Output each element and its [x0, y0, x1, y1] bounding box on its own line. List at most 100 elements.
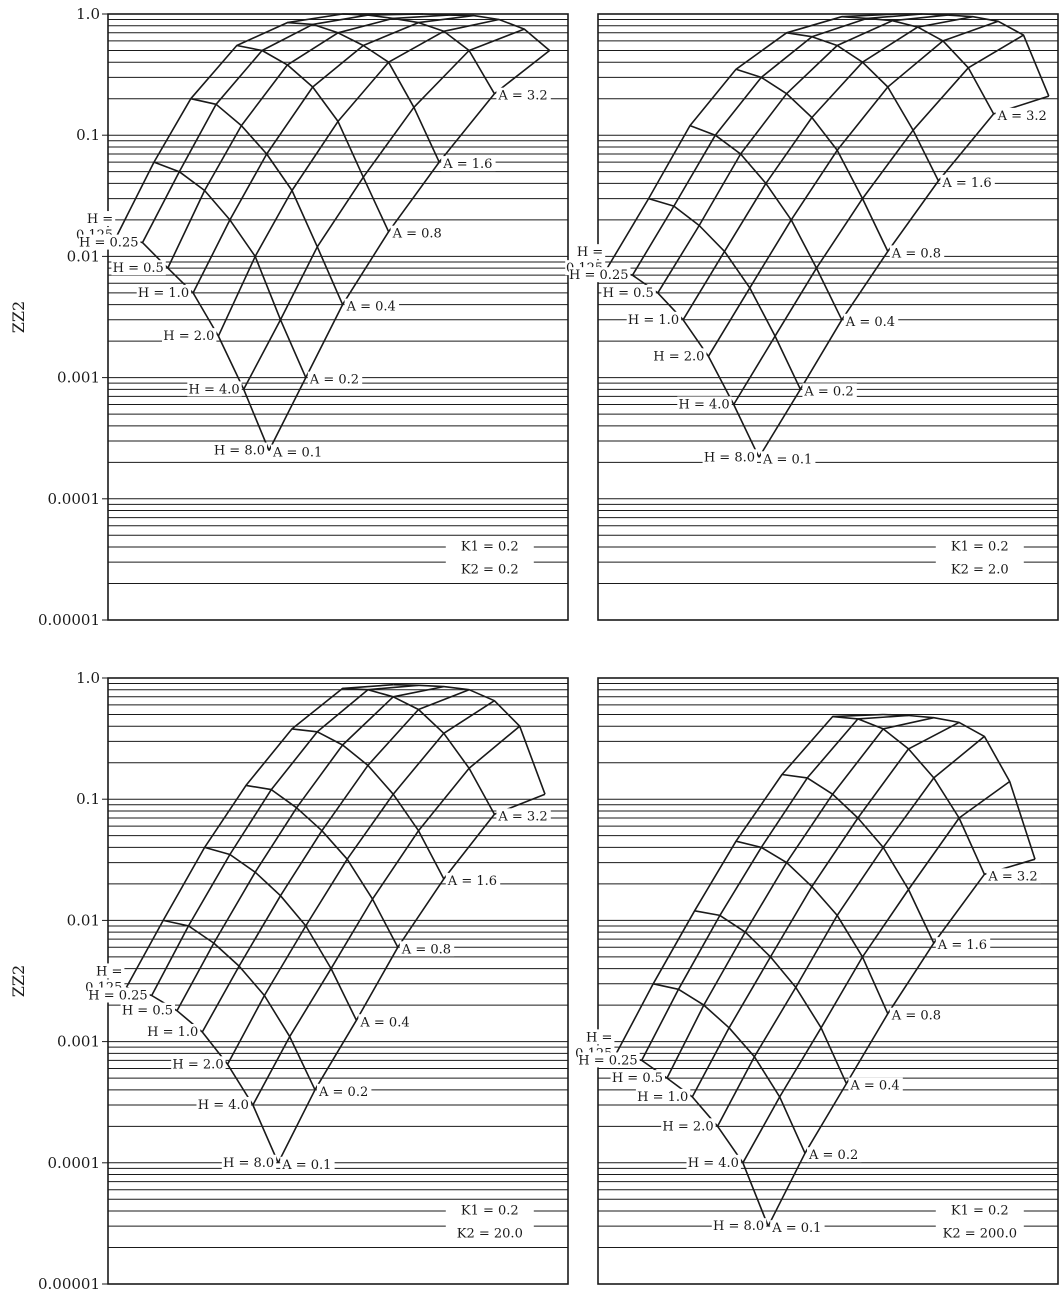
label-bg	[652, 348, 707, 364]
a-curve	[841, 15, 995, 115]
h-curve-label: H =	[586, 1030, 612, 1045]
h-curve-label: H = 0.5	[122, 1004, 173, 1019]
label-bg	[661, 1118, 716, 1134]
a-curve	[116, 234, 270, 451]
h-curve	[767, 858, 1036, 1227]
label-bg	[390, 225, 445, 241]
label-bg	[568, 267, 631, 283]
h-curve-label: H = 8.0	[214, 444, 265, 459]
y-tick-label: 0.01	[67, 247, 100, 265]
parameter-label: K2 = 20.0	[457, 1226, 523, 1241]
label-bg	[935, 538, 1024, 554]
a-curve-label: A = 0.8	[392, 227, 442, 242]
label-bg	[445, 1225, 534, 1241]
h-curve	[116, 13, 398, 236]
h-curve-label: H = 1.0	[628, 313, 679, 328]
label-bg	[89, 211, 116, 227]
y-tick-label: 0.1	[76, 126, 100, 144]
grid-lines	[108, 19, 568, 585]
label-bg	[807, 1147, 862, 1163]
label-bg	[317, 1083, 372, 1099]
label-bg	[212, 442, 267, 458]
curve-labels: H =0.125H = 0.25H = 0.5H = 1.0H = 2.0H =…	[84, 808, 551, 1173]
h-curve-label: H = 1.0	[147, 1025, 198, 1040]
h-curve-label: H =	[87, 212, 113, 227]
a-curve	[397, 13, 551, 52]
a-curve-label: A = 3.2	[497, 809, 547, 824]
a-curve-label: A = 1.6	[447, 874, 497, 889]
a-curve-label: A = 0.2	[318, 1085, 368, 1100]
y-tick-label: 0.00001	[38, 1275, 100, 1293]
h-curve	[150, 684, 419, 996]
a-curve	[204, 846, 358, 1021]
h-curve-label: H = 0.25	[88, 989, 147, 1004]
label-bg	[399, 941, 455, 957]
h-curve	[666, 716, 934, 1079]
y-tick-label: 1.0	[76, 5, 100, 23]
y-tick-label: 0.1	[76, 790, 100, 808]
a-curve-label: A = 3.2	[497, 89, 547, 104]
label-bg	[588, 1029, 615, 1045]
h-curve-label: H = 0.25	[79, 236, 138, 251]
a-curve	[832, 715, 986, 875]
h-curve-label: H = 4.0	[679, 397, 730, 412]
a-curve-label: A = 1.6	[442, 157, 492, 172]
label-bg	[770, 1220, 825, 1236]
y-tick-label: 0.00001	[38, 611, 100, 629]
h-curve-label: H = 8.0	[713, 1219, 764, 1234]
label-bg	[935, 1202, 1024, 1218]
h-curve-label: H = 1.0	[637, 1090, 688, 1105]
a-curve-label: A = 0.2	[309, 373, 359, 388]
label-bg	[221, 1154, 277, 1170]
a-curve	[735, 68, 889, 252]
parameter-label: K2 = 200.0	[943, 1226, 1017, 1241]
label-bg	[601, 284, 656, 300]
h-curve-label: H = 2.0	[662, 1119, 713, 1134]
a-curve-label: A = 0.4	[845, 315, 895, 330]
curve-labels: H =0.125H = 0.25H = 0.5H = 1.0H = 2.0H =…	[574, 868, 1041, 1236]
y-tick-label: 0.001	[57, 369, 100, 387]
h-curve	[252, 725, 521, 1106]
y-axis-title: ZZ2	[9, 965, 28, 997]
h-curve	[758, 95, 1050, 458]
a-curve-label: A = 0.1	[771, 1221, 821, 1236]
a-curve	[689, 124, 843, 321]
parameter-label: K1 = 0.2	[951, 539, 1009, 554]
a-curve-label: A = 0.8	[891, 246, 941, 261]
label-bg	[445, 538, 534, 554]
label-bg	[136, 284, 192, 300]
a-curve-label: A = 0.4	[346, 300, 396, 315]
a-curve-label: A = 1.6	[941, 176, 991, 191]
a-curve-label: A = 0.1	[762, 452, 812, 467]
h-curve-label: H = 2.0	[163, 329, 214, 344]
label-bg	[445, 1202, 534, 1218]
h-curve	[268, 49, 551, 451]
label-bg	[111, 260, 166, 276]
label-bg	[935, 937, 991, 953]
y-tick-label: 0.0001	[48, 1154, 101, 1172]
a-curve	[245, 784, 399, 948]
a-curve-label: A = 0.1	[281, 1158, 331, 1173]
curve-grid	[606, 13, 1050, 458]
label-bg	[843, 313, 899, 329]
label-bg	[307, 371, 363, 387]
label-bg	[171, 1056, 226, 1072]
plot-frame	[597, 677, 1059, 1285]
curve-labels: H =0.125H = 0.25H = 0.5H = 1.0H = 2.0H =…	[75, 87, 551, 461]
h-curve-label: H = 4.0	[189, 382, 240, 397]
parameter-label: K1 = 0.2	[951, 1203, 1009, 1218]
label-bg	[120, 1002, 175, 1018]
a-curve	[393, 683, 546, 795]
a-curve	[883, 713, 1036, 860]
y-tick-label: 0.0001	[48, 490, 101, 508]
a-curve	[653, 983, 806, 1154]
curve-grid	[615, 713, 1036, 1227]
h-curve-label: H = 2.0	[653, 349, 704, 364]
parameter-label: K1 = 0.2	[461, 1203, 519, 1218]
a-curve-label: A = 1.6	[937, 938, 987, 953]
h-curve-label: H = 8.0	[704, 450, 755, 465]
a-curve	[291, 728, 445, 880]
label-bg	[445, 561, 534, 577]
